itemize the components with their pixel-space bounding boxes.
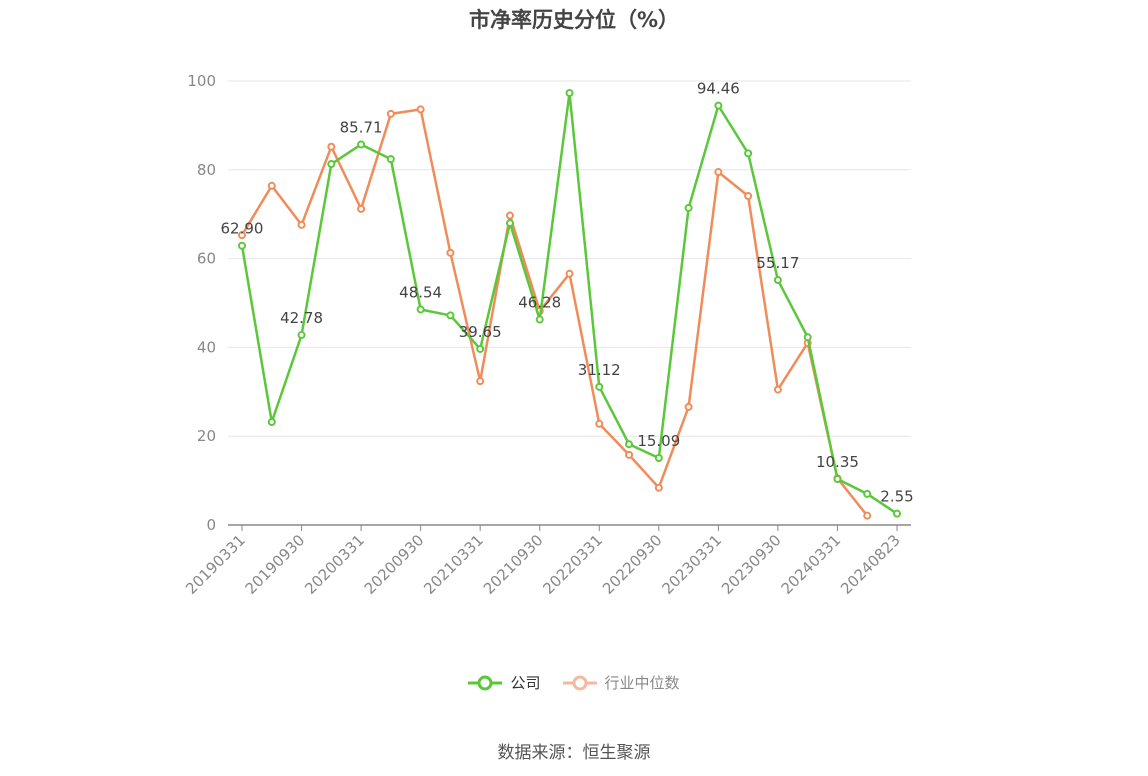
legend-label-company: 公司 xyxy=(510,674,541,692)
x-tick-label: 20220930 xyxy=(599,531,666,598)
x-tick-label: 20210930 xyxy=(480,531,547,598)
axes: 0 20 40 60 80 100 2019033120190930202003312020… xyxy=(182,72,911,598)
company-point[interactable] xyxy=(297,331,306,340)
data-labels: 62.90 42.78 85.71 48.54 39.65 46.28 31.12 15.09… xyxy=(221,80,914,506)
company-line xyxy=(240,91,898,515)
data-label: 2.55 xyxy=(880,488,913,506)
company-point[interactable] xyxy=(744,149,753,158)
company-point[interactable] xyxy=(267,417,276,426)
industry-series xyxy=(238,105,872,520)
industry-point[interactable] xyxy=(267,181,276,190)
data-label: 46.28 xyxy=(518,294,561,312)
industry-point[interactable] xyxy=(744,191,753,200)
data-label: 15.09 xyxy=(637,432,680,450)
data-label: 94.46 xyxy=(697,80,740,98)
x-tick-label: 20240331 xyxy=(778,531,845,598)
company-point[interactable] xyxy=(476,344,485,353)
company-point[interactable] xyxy=(803,333,812,342)
legend-item-industry[interactable]: 行业中位数 xyxy=(562,672,680,693)
industry-point[interactable] xyxy=(565,269,574,278)
industry-point[interactable] xyxy=(714,168,723,177)
company-point[interactable] xyxy=(893,509,901,518)
industry-point[interactable] xyxy=(476,377,485,386)
y-tick-label: 80 xyxy=(197,161,216,179)
x-tick-label: 20230930 xyxy=(718,531,785,598)
company-point[interactable] xyxy=(505,219,514,228)
data-label: 48.54 xyxy=(399,283,442,301)
company-point[interactable] xyxy=(714,101,723,110)
company-point[interactable] xyxy=(773,276,782,285)
company-point[interactable] xyxy=(595,382,604,391)
company-point[interactable] xyxy=(565,88,574,97)
x-tick-label: 20220331 xyxy=(539,531,606,598)
company-point[interactable] xyxy=(625,440,634,449)
industry-point[interactable] xyxy=(505,211,514,220)
industry-point[interactable] xyxy=(297,220,306,229)
x-tick-label: 20190930 xyxy=(242,531,309,598)
x-tick-label: 20200331 xyxy=(301,531,368,598)
company-legend-icon xyxy=(468,675,503,690)
data-label: 62.90 xyxy=(221,220,264,238)
industry-point[interactable] xyxy=(625,450,634,459)
industry-point[interactable] xyxy=(238,231,246,240)
legend: 公司 行业中位数 xyxy=(0,672,1148,693)
legend-label-industry: 行业中位数 xyxy=(604,674,680,692)
x-tick-label: 20240823 xyxy=(837,531,904,598)
data-label: 55.17 xyxy=(756,254,799,272)
company-point[interactable] xyxy=(357,140,366,149)
industry-point[interactable] xyxy=(654,483,663,492)
y-tick-label: 20 xyxy=(197,427,216,445)
industry-point[interactable] xyxy=(863,511,872,520)
industry-point[interactable] xyxy=(327,142,336,151)
y-tick-label: 60 xyxy=(197,250,216,268)
company-series xyxy=(238,88,901,518)
industry-point[interactable] xyxy=(357,204,366,213)
company-point[interactable] xyxy=(238,241,246,250)
company-point[interactable] xyxy=(386,155,395,164)
industry-point[interactable] xyxy=(684,402,693,411)
legend-item-company[interactable]: 公司 xyxy=(468,672,541,693)
company-point[interactable] xyxy=(535,315,544,324)
company-point[interactable] xyxy=(446,311,455,320)
company-point[interactable] xyxy=(684,203,693,212)
y-tick-label: 0 xyxy=(206,516,216,534)
company-point[interactable] xyxy=(863,489,872,498)
industry-point[interactable] xyxy=(446,248,455,257)
industry-point[interactable] xyxy=(773,385,782,394)
data-label: 85.71 xyxy=(340,118,383,136)
company-point[interactable] xyxy=(833,475,842,484)
data-label: 31.12 xyxy=(578,361,621,379)
x-tick-label: 20190331 xyxy=(182,531,249,598)
industry-legend-icon xyxy=(562,675,597,690)
x-tick-label: 20210331 xyxy=(420,531,487,598)
x-tick-label: 20230331 xyxy=(658,531,725,598)
industry-point[interactable] xyxy=(416,105,425,114)
y-tick-label: 100 xyxy=(187,72,216,90)
grid-lines xyxy=(228,80,911,437)
company-point[interactable] xyxy=(327,160,336,169)
data-label: 42.78 xyxy=(280,309,323,327)
company-point[interactable] xyxy=(654,454,663,463)
data-label: 39.65 xyxy=(459,323,502,341)
company-point[interactable] xyxy=(416,305,425,314)
industry-point[interactable] xyxy=(386,109,395,118)
industry-point[interactable] xyxy=(595,419,604,428)
x-tick-label: 20200930 xyxy=(361,531,428,598)
data-label: 10.35 xyxy=(816,453,859,471)
y-tick-label: 40 xyxy=(197,338,216,356)
data-source: 数据来源：恒生聚源 xyxy=(497,743,651,763)
chart-title: 市净率历史分位（%） xyxy=(468,8,680,32)
industry-line xyxy=(240,108,869,517)
